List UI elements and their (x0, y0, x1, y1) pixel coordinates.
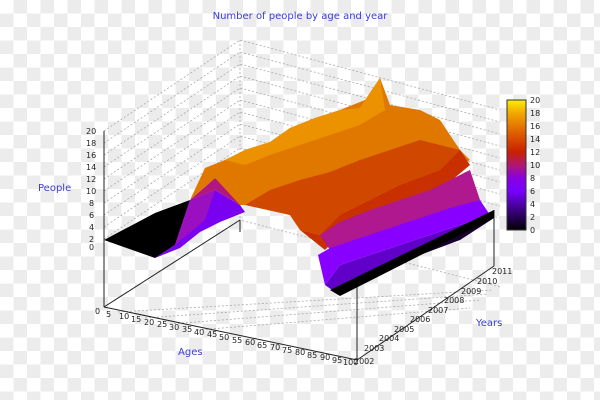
x-axis-label: Ages (178, 347, 203, 358)
z-axis-label: People (38, 183, 72, 194)
axes (103, 131, 495, 361)
surface (104, 78, 494, 296)
chart-title: Number of people by age and year (212, 11, 388, 22)
y-axis-label: Years (476, 318, 503, 329)
colorbar (506, 99, 527, 231)
